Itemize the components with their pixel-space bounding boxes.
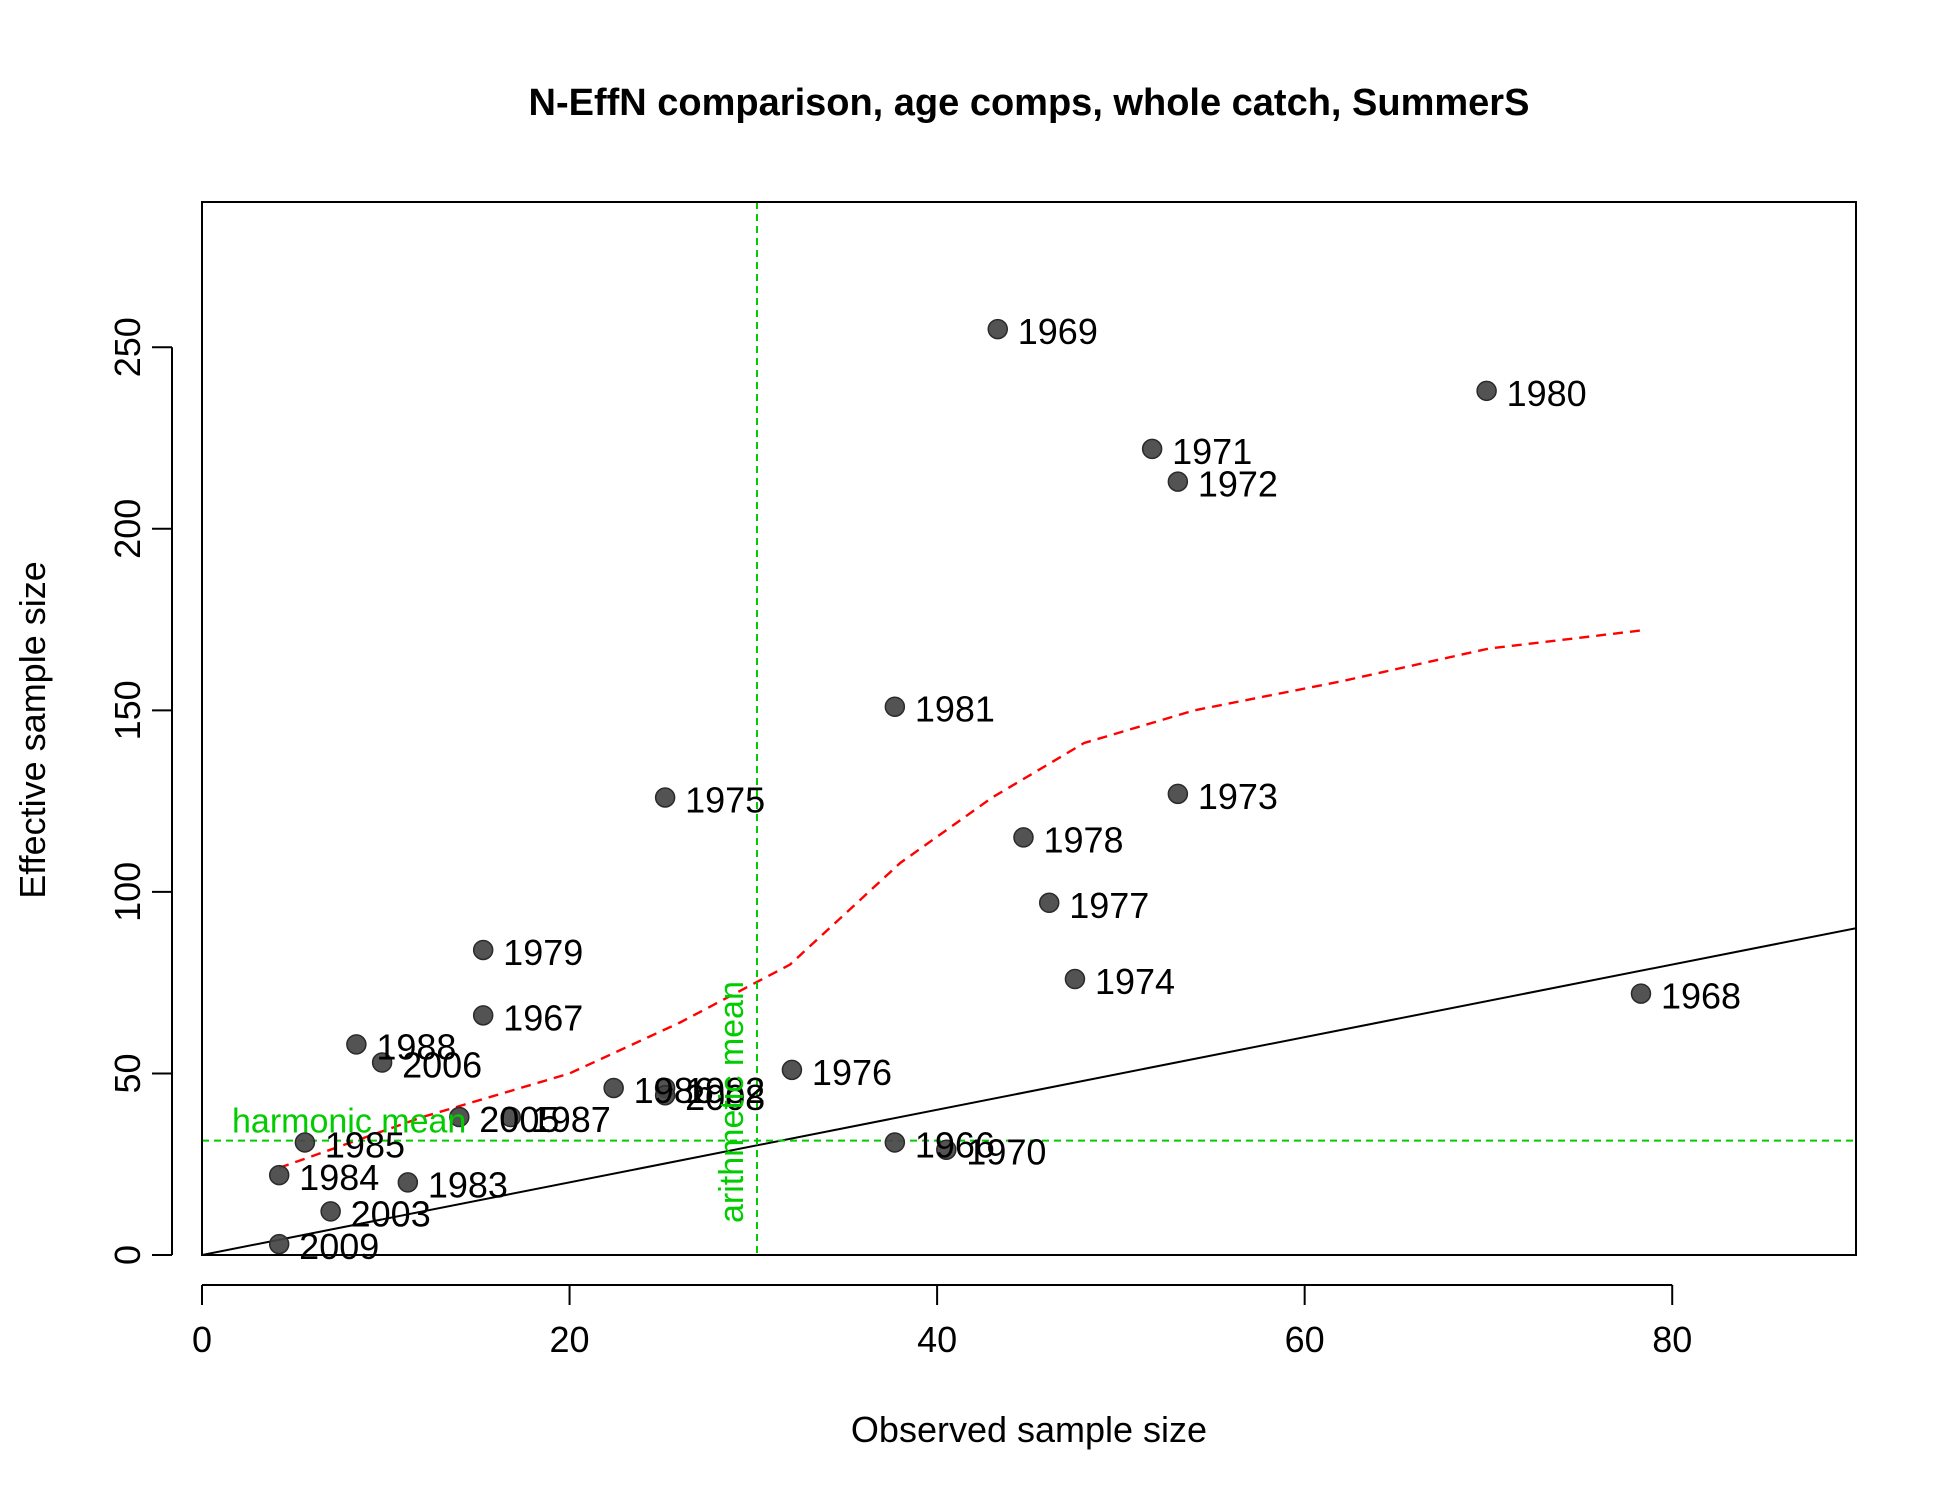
data-point xyxy=(320,1201,341,1222)
point-label: 1967 xyxy=(503,997,583,1038)
data-point xyxy=(1167,471,1189,492)
data-point xyxy=(1476,380,1497,402)
data-point xyxy=(781,1059,803,1081)
point-label: 1983 xyxy=(428,1164,508,1205)
x-tick-label: 20 xyxy=(550,1319,590,1360)
point-label: 1972 xyxy=(1198,464,1278,505)
data-point xyxy=(268,1164,290,1186)
data-point xyxy=(346,1034,367,1055)
y-tick-label: 150 xyxy=(107,680,148,740)
y-tick-label: 0 xyxy=(107,1245,148,1265)
data-point xyxy=(654,1084,676,1106)
point-label: 1978 xyxy=(1043,819,1123,860)
chart-title: N-EffN comparison, age comps, whole catc… xyxy=(529,82,1530,124)
point-label: 1982 xyxy=(685,1070,765,1111)
point-label: 1987 xyxy=(531,1099,611,1140)
point-label: 2005 xyxy=(479,1099,559,1140)
point-label: 1986 xyxy=(634,1070,714,1111)
point-label: 1981 xyxy=(915,689,995,730)
x-tick-label: 80 xyxy=(1652,1319,1692,1360)
point-label: 1969 xyxy=(1018,311,1098,352)
point-label: 1979 xyxy=(503,932,583,973)
point-label: 2006 xyxy=(402,1045,482,1086)
point-label: 1971 xyxy=(1172,431,1252,472)
data-point xyxy=(884,1132,906,1153)
one-to-one-line xyxy=(202,927,1856,1255)
data-point xyxy=(1013,827,1034,848)
point-label: 1977 xyxy=(1069,885,1149,926)
harmonic-mean-label: harmonic mean xyxy=(232,1103,466,1141)
data-point xyxy=(268,1233,290,1255)
point-label: 1980 xyxy=(1507,373,1587,414)
point-label: 2008 xyxy=(685,1077,765,1118)
arithmetic-mean-label: arithmetic mean xyxy=(713,981,751,1223)
data-point xyxy=(1167,783,1189,805)
x-tick-label: 0 xyxy=(192,1319,212,1360)
data-point xyxy=(294,1132,316,1153)
point-label: 2009 xyxy=(299,1226,379,1267)
data-point xyxy=(1038,892,1060,914)
data-point xyxy=(654,787,676,808)
point-label: 1970 xyxy=(966,1132,1046,1173)
data-point xyxy=(472,939,494,961)
y-tick-label: 200 xyxy=(107,499,148,559)
data-point xyxy=(1630,983,1652,1004)
point-label: 1966 xyxy=(915,1124,995,1165)
point-label: 1976 xyxy=(812,1052,892,1093)
x-axis-label: Observed sample size xyxy=(851,1409,1207,1450)
data-point xyxy=(884,696,906,717)
loess-trend-line xyxy=(278,629,1642,1169)
point-label: 1988 xyxy=(376,1026,456,1067)
data-point xyxy=(1064,968,1086,990)
y-axis-label: Effective sample size xyxy=(12,561,53,898)
data-point xyxy=(987,318,1009,340)
x-tick-label: 40 xyxy=(917,1319,957,1360)
data-point xyxy=(472,1005,494,1026)
data-point xyxy=(603,1077,624,1099)
point-label: 1974 xyxy=(1095,961,1175,1002)
plot-frame xyxy=(201,201,1857,1256)
y-tick-label: 100 xyxy=(107,862,148,922)
point-label: 1973 xyxy=(1198,776,1278,817)
data-point xyxy=(1141,438,1163,460)
point-label: 1968 xyxy=(1661,976,1741,1017)
point-label: 2003 xyxy=(351,1193,431,1234)
x-tick-label: 60 xyxy=(1285,1319,1325,1360)
y-tick-label: 50 xyxy=(107,1053,148,1093)
data-point xyxy=(500,1106,521,1128)
data-point xyxy=(449,1106,470,1128)
y-tick-label: 250 xyxy=(107,317,148,377)
point-label: 1975 xyxy=(685,779,765,820)
point-label: 1984 xyxy=(299,1157,379,1198)
data-point xyxy=(397,1172,419,1193)
data-point xyxy=(371,1052,393,1073)
data-point xyxy=(936,1139,957,1160)
point-label: 1985 xyxy=(325,1124,405,1165)
